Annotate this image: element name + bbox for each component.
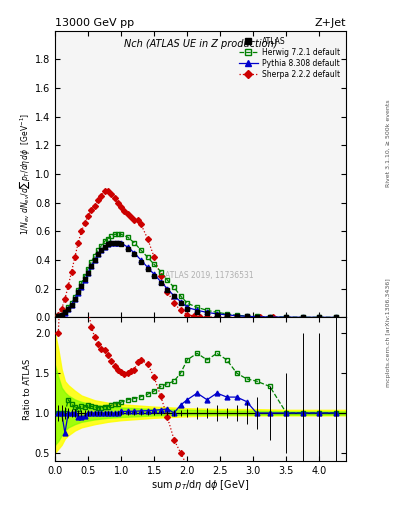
Text: Rivet 3.1.10, ≥ 500k events: Rivet 3.1.10, ≥ 500k events xyxy=(386,99,391,187)
X-axis label: sum $p_T$/d$\eta$ d$\phi$ [GeV]: sum $p_T$/d$\eta$ d$\phi$ [GeV] xyxy=(151,478,250,493)
Text: Nch (ATLAS UE in Z production): Nch (ATLAS UE in Z production) xyxy=(124,39,277,49)
Y-axis label: Ratio to ATLAS: Ratio to ATLAS xyxy=(23,358,32,420)
Y-axis label: $1/N_{ev}$ $dN_{ev}/d\sum p_T/d\eta\, d\phi$  [GeV$^{-1}$]: $1/N_{ev}$ $dN_{ev}/d\sum p_T/d\eta\, d\… xyxy=(18,113,32,235)
Text: Z+Jet: Z+Jet xyxy=(314,18,346,28)
Text: ATLAS 2019, 11736531: ATLAS 2019, 11736531 xyxy=(165,271,253,280)
Legend: ATLAS, Herwig 7.2.1 default, Pythia 8.308 default, Sherpa 2.2.2 default: ATLAS, Herwig 7.2.1 default, Pythia 8.30… xyxy=(237,34,342,81)
Text: 13000 GeV pp: 13000 GeV pp xyxy=(55,18,134,28)
Text: mcplots.cern.ch [arXiv:1306.3436]: mcplots.cern.ch [arXiv:1306.3436] xyxy=(386,279,391,387)
